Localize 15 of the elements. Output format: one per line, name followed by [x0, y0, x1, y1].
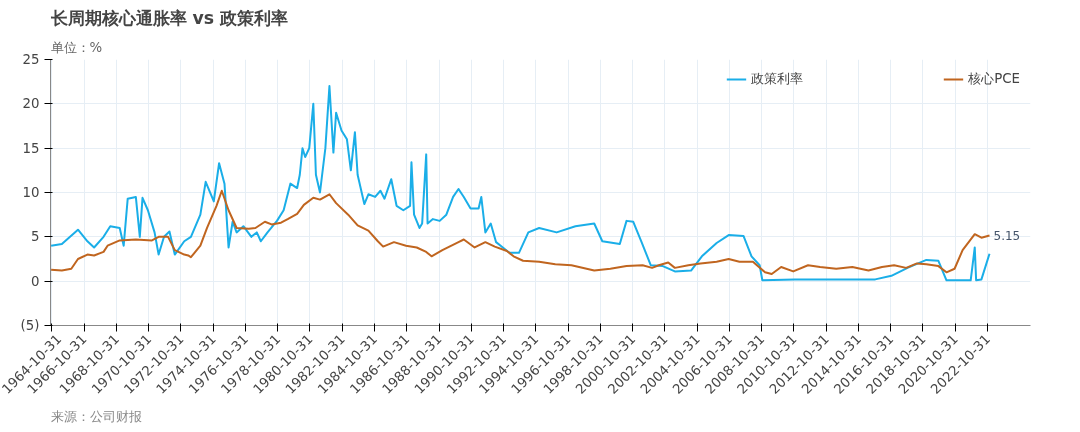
y-axis-title: 单位：% [50, 39, 103, 55]
y-tick-label: 25 [22, 52, 40, 67]
y-tick-label: 10 [22, 185, 40, 200]
line-series [50, 189, 991, 276]
legend-label: 核心PCE [968, 70, 1020, 88]
y-tick-label: 20 [22, 96, 40, 112]
y-tick-label: 0 [31, 273, 40, 289]
line-series [50, 85, 991, 282]
chart-title: 长周期核心通胀率 vs 政策利率 [49, 7, 289, 28]
y-tick-label: 15 [22, 140, 40, 156]
legend-label: 政策利率 [751, 70, 804, 88]
source-note: 来源：公司财报 [50, 408, 142, 424]
annotation: 5.15 [993, 229, 1021, 243]
y-tick-label: 5 [31, 229, 40, 245]
y-tick-label: (5) [20, 318, 40, 333]
